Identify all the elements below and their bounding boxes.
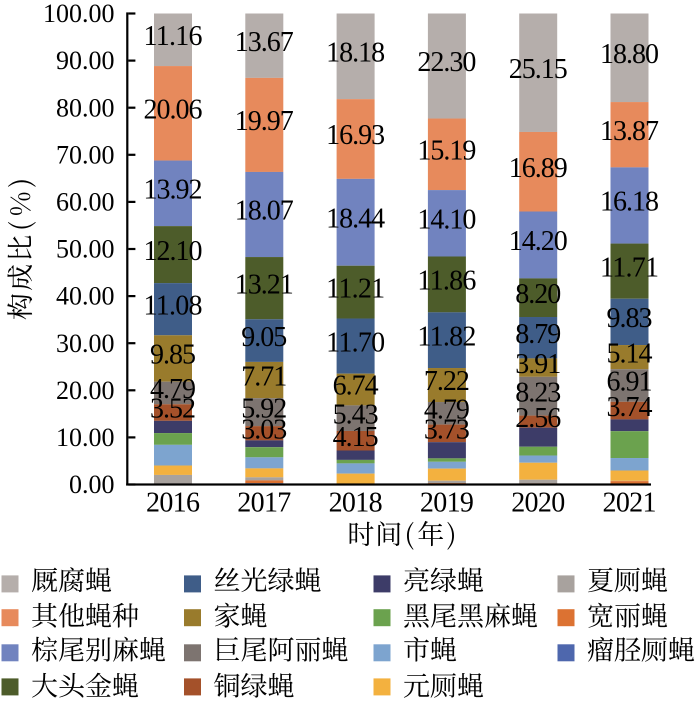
svg-text:2019: 2019 [420, 487, 474, 518]
svg-text:4.79: 4.79 [424, 395, 470, 426]
svg-text:4.79: 4.79 [150, 374, 196, 405]
svg-text:18.44: 18.44 [326, 203, 385, 234]
svg-text:2016: 2016 [146, 487, 200, 518]
svg-text:80.00: 80.00 [56, 93, 115, 122]
svg-text:7.22: 7.22 [424, 366, 470, 397]
svg-text:10.00: 10.00 [56, 423, 115, 452]
svg-text:8.23: 8.23 [515, 377, 561, 408]
svg-text:3.03: 3.03 [241, 414, 287, 445]
svg-text:3.91: 3.91 [515, 349, 561, 380]
svg-text:2020: 2020 [511, 487, 565, 518]
svg-text:20.00: 20.00 [56, 376, 115, 405]
svg-text:18.07: 18.07 [235, 196, 294, 227]
svg-text:2017: 2017 [237, 487, 291, 518]
svg-text:2021: 2021 [603, 487, 657, 518]
svg-text:9.83: 9.83 [607, 303, 653, 334]
svg-text:90.00: 90.00 [56, 46, 115, 75]
svg-text:70.00: 70.00 [56, 140, 115, 169]
svg-text:16.93: 16.93 [326, 120, 385, 151]
svg-text:7.71: 7.71 [241, 361, 287, 392]
svg-text:9.85: 9.85 [150, 340, 196, 371]
svg-text:11.08: 11.08 [144, 290, 203, 321]
svg-text:16.89: 16.89 [509, 153, 568, 184]
svg-text:8.79: 8.79 [515, 319, 561, 350]
svg-text:13.21: 13.21 [235, 269, 294, 300]
svg-text:3.52: 3.52 [150, 394, 196, 425]
svg-text:8.20: 8.20 [515, 279, 561, 310]
svg-text:3.73: 3.73 [424, 415, 470, 446]
svg-text:16.18: 16.18 [600, 187, 659, 218]
svg-text:4.15: 4.15 [333, 422, 379, 453]
svg-text:22.30: 22.30 [417, 47, 476, 78]
svg-text:18.18: 18.18 [326, 38, 385, 69]
svg-text:2.56: 2.56 [515, 403, 561, 434]
svg-text:12.10: 12.10 [144, 236, 203, 267]
svg-text:50.00: 50.00 [56, 235, 115, 264]
svg-text:3.74: 3.74 [607, 392, 653, 423]
svg-text:20.06: 20.06 [144, 95, 203, 126]
svg-text:5.14: 5.14 [607, 338, 653, 369]
svg-text:9.05: 9.05 [241, 322, 287, 353]
svg-text:18.80: 18.80 [600, 39, 659, 70]
svg-text:5.92: 5.92 [241, 393, 287, 424]
svg-text:14.10: 14.10 [417, 204, 476, 235]
svg-text:13.67: 13.67 [235, 27, 294, 58]
svg-text:13.87: 13.87 [600, 116, 659, 147]
svg-text:11.82: 11.82 [417, 321, 476, 352]
svg-text:25.15: 25.15 [509, 54, 568, 85]
svg-text:100.00: 100.00 [43, 0, 115, 28]
svg-text:2018: 2018 [329, 487, 383, 518]
svg-text:30.00: 30.00 [56, 329, 115, 358]
svg-text:11.16: 11.16 [144, 21, 203, 52]
svg-text:60.00: 60.00 [56, 188, 115, 217]
svg-text:11.21: 11.21 [326, 273, 385, 304]
svg-text:40.00: 40.00 [56, 282, 115, 311]
svg-text:11.71: 11.71 [600, 252, 659, 283]
svg-text:14.20: 14.20 [509, 226, 568, 257]
svg-text:11.70: 11.70 [326, 327, 385, 358]
svg-text:6.91: 6.91 [607, 367, 653, 398]
svg-text:0.00: 0.00 [69, 470, 115, 499]
svg-text:5.43: 5.43 [333, 399, 379, 430]
svg-text:11.86: 11.86 [417, 266, 476, 297]
svg-text:19.97: 19.97 [235, 106, 294, 137]
svg-text:6.74: 6.74 [333, 371, 379, 402]
svg-text:15.19: 15.19 [417, 136, 476, 167]
svg-text:13.92: 13.92 [144, 175, 203, 206]
